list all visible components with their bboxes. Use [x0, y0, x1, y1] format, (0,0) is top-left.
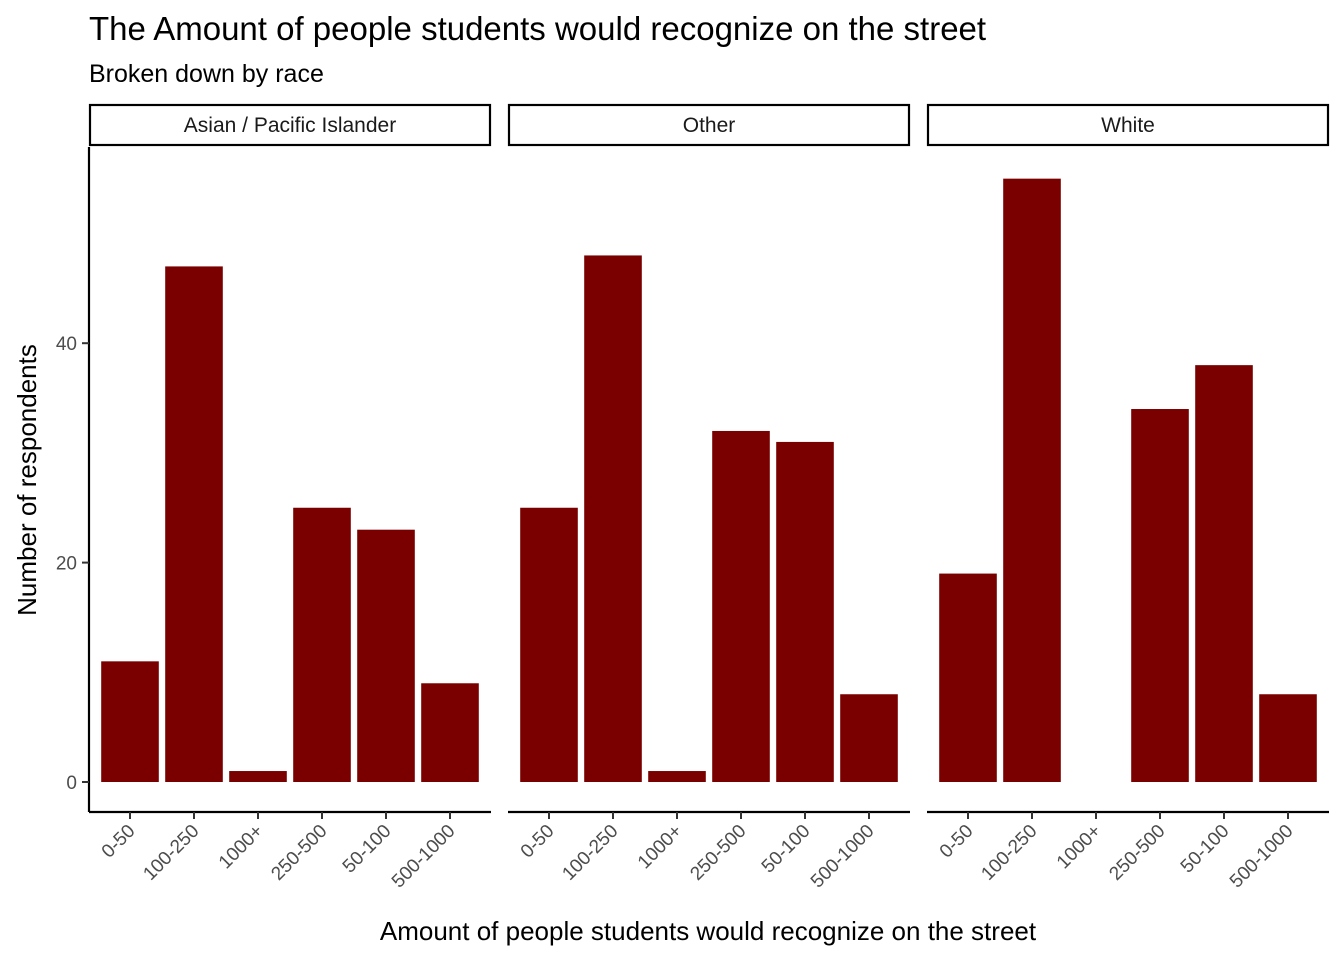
x-axis-title: Amount of people students would recogniz…	[380, 916, 1037, 946]
bar	[357, 529, 415, 782]
chart-subtitle: Broken down by race	[89, 60, 324, 88]
bar	[101, 661, 159, 782]
x-tick-label: 100-250	[139, 821, 203, 885]
x-tick-label: 250-500	[686, 821, 750, 885]
y-tick-label: 0	[66, 773, 77, 794]
bar	[229, 771, 287, 782]
bar	[165, 266, 223, 782]
facet-panel: Asian / Pacific Islander 0-50 100-250 1000+…	[56, 103, 492, 893]
facet-strip-label: Other	[683, 114, 736, 137]
facet-panel: Other 0-50 100-250 1000+ 250-500 50-100500-10…	[507, 103, 911, 893]
bar	[584, 255, 642, 782]
y-axis-title: Number of respondents	[12, 344, 42, 616]
bar	[1195, 365, 1253, 782]
x-tick-label: 0-50	[98, 821, 140, 863]
bar	[648, 771, 706, 782]
x-tick-label: 0-50	[517, 821, 559, 863]
x-tick-label: 50-100	[1177, 821, 1234, 878]
facet-strip	[926, 103, 1330, 147]
x-tick-label: 500-1000	[807, 821, 879, 893]
x-tick-label: 50-100	[339, 821, 396, 878]
facet-strip	[88, 103, 492, 147]
facet-strip	[507, 103, 911, 147]
x-tick-label: 1000+	[1053, 821, 1106, 874]
x-tick-label: 500-1000	[388, 821, 460, 893]
bar	[421, 683, 479, 782]
x-tick-label: 1000+	[215, 821, 268, 874]
bar	[840, 694, 898, 782]
x-tick-label: 250-500	[267, 821, 331, 885]
facet-strip-label: White	[1101, 114, 1155, 137]
bar	[776, 441, 834, 782]
bar	[1003, 178, 1061, 782]
y-tick-label: 20	[56, 554, 77, 575]
bar	[520, 507, 578, 782]
x-tick-label: 0-50	[936, 821, 978, 863]
facet-panel: White 0-50 100-250 1000+ 250-500 50-100500-10…	[926, 103, 1330, 893]
bar	[712, 430, 770, 782]
y-tick-label: 40	[56, 334, 77, 355]
bar	[939, 573, 997, 782]
x-tick-label: 250-500	[1105, 821, 1169, 885]
bar	[1131, 409, 1189, 782]
facet-strip-label: Asian / Pacific Islander	[184, 114, 396, 137]
x-tick-label: 50-100	[758, 821, 815, 878]
chart-title: The Amount of people students would reco…	[89, 10, 986, 47]
x-tick-label: 1000+	[634, 821, 687, 874]
x-tick-label: 100-250	[977, 821, 1041, 885]
x-tick-label: 500-1000	[1226, 821, 1298, 893]
x-tick-label: 100-250	[558, 821, 622, 885]
bar	[1259, 694, 1317, 782]
bar	[293, 507, 351, 782]
